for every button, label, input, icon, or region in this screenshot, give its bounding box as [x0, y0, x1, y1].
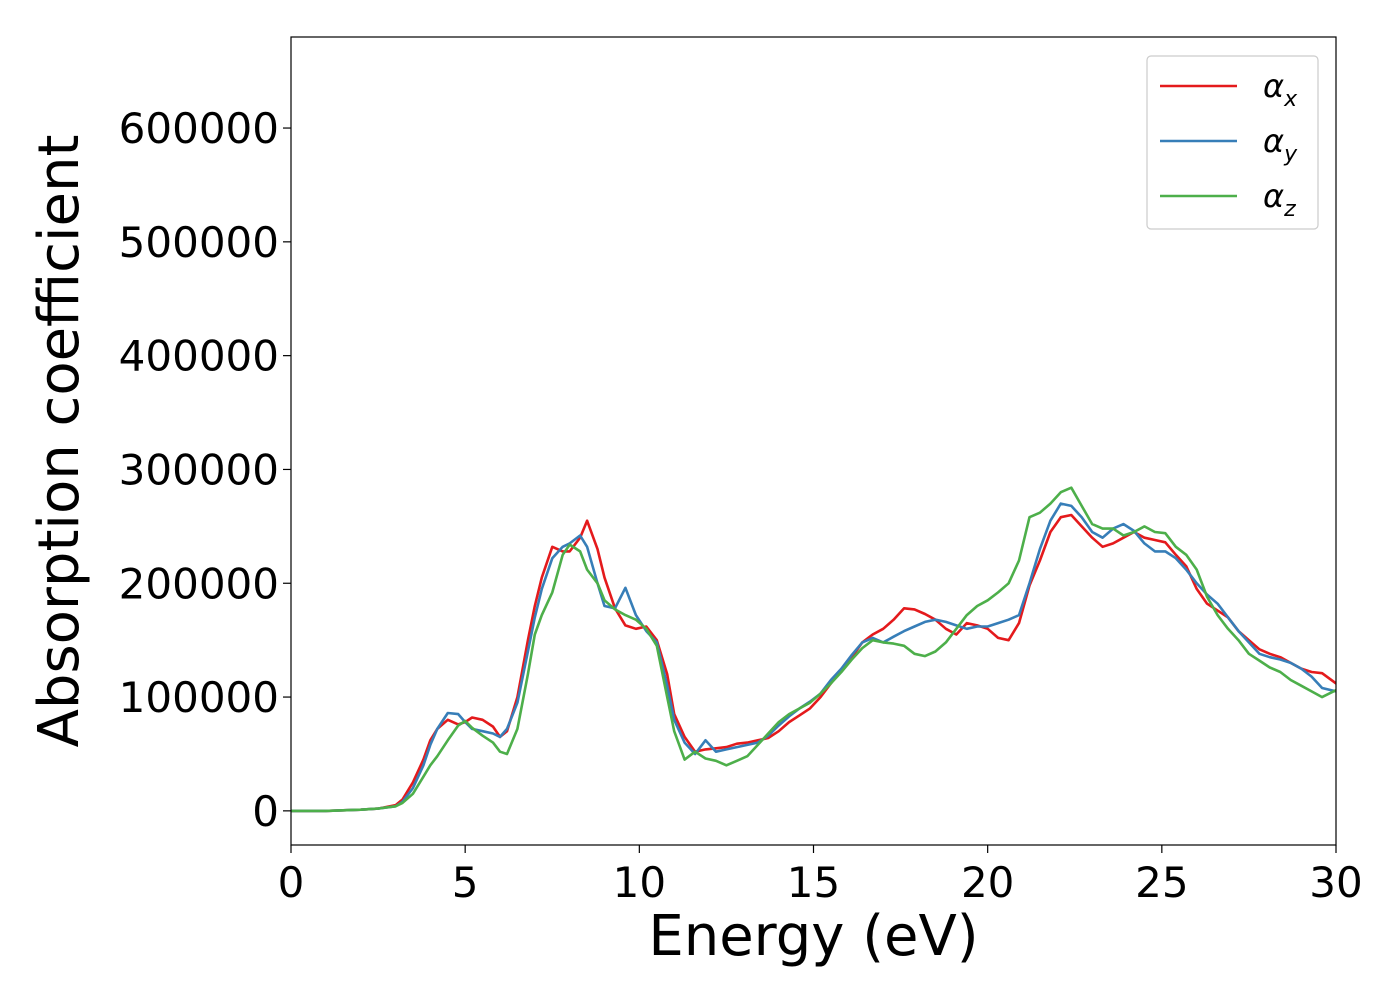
series-layer	[291, 486, 1336, 813]
legend-box	[1146, 55, 1319, 230]
y-tick-label: 600000	[119, 104, 279, 153]
x-tick-label: 0	[278, 858, 305, 907]
x-ticks: 0 5 10 15 20 25 30	[278, 845, 1363, 907]
y-tick-label: 200000	[119, 559, 279, 608]
y-tick-label: 0	[252, 787, 279, 836]
x-tick-label: 20	[961, 858, 1014, 907]
legend-label-y: αy	[1263, 122, 1298, 167]
x-tick-label: 5	[452, 858, 479, 907]
legend-label-x: αx	[1263, 67, 1298, 112]
x-tick-label: 25	[1135, 858, 1188, 907]
legend-label-z: αz	[1263, 177, 1296, 222]
y-tick-label: 500000	[119, 218, 279, 267]
y-tick-label: 300000	[119, 445, 279, 494]
x-axis-title: Energy (eV)	[648, 904, 978, 969]
y-ticks: 0 100000 200000 300000 400000 500000 600000	[119, 104, 291, 836]
y-tick-label: 400000	[119, 332, 279, 381]
x-tick-label: 15	[787, 858, 840, 907]
x-tick-label: 10	[613, 858, 666, 907]
y-tick-label: 100000	[119, 673, 279, 722]
y-axis-title: Absorption coefficient	[27, 135, 92, 748]
legend: αx αy αz	[1146, 55, 1319, 230]
series-line-z	[291, 486, 1336, 813]
x-tick-label: 30	[1309, 858, 1362, 907]
